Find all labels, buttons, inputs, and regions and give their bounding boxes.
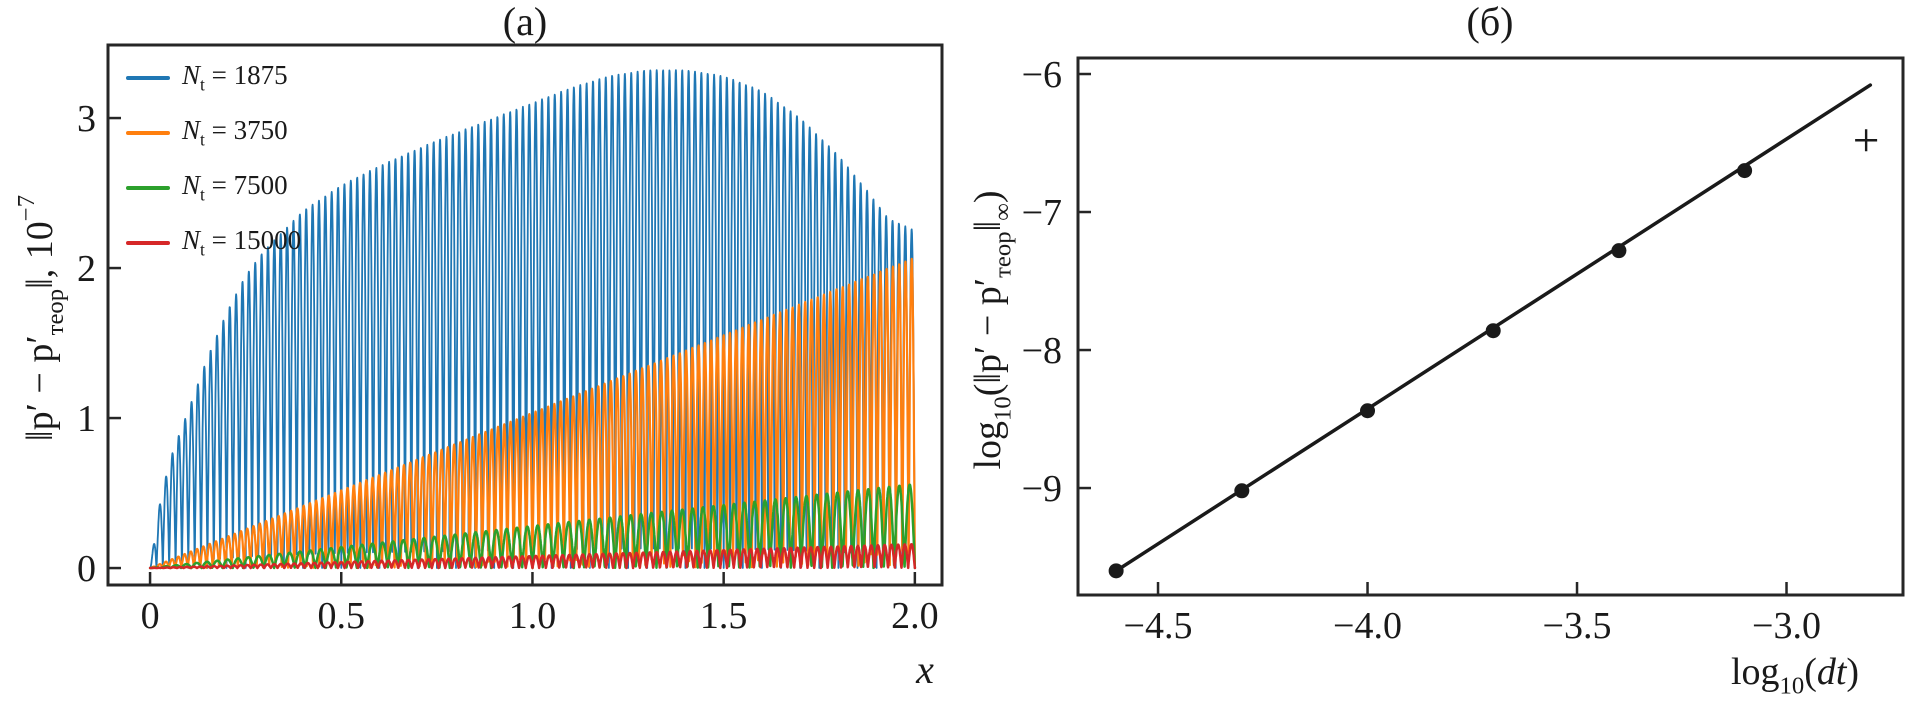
legend: Nt = 1875 Nt = 3750 Nt = 7500 Nt = 15000 [126, 50, 301, 270]
svg-text:2: 2 [77, 248, 96, 290]
svg-text:0.5: 0.5 [318, 595, 366, 637]
svg-text:−6: −6 [1022, 54, 1062, 96]
legend-item-nt-1875: Nt = 1875 [126, 50, 301, 105]
legend-line-swatch [126, 130, 170, 135]
svg-text:−4.5: −4.5 [1124, 605, 1193, 647]
legend-label: Nt = 3750 [182, 114, 288, 150]
svg-text:−8: −8 [1022, 330, 1062, 372]
data-point [1108, 563, 1124, 579]
legend-label: Nt = 7500 [182, 169, 288, 205]
svg-text:1: 1 [77, 398, 96, 440]
legend-label: Nt = 15000 [182, 224, 302, 260]
svg-text:2.0: 2.0 [891, 595, 939, 637]
legend-label: Nt = 1875 [182, 59, 288, 95]
panel-b-title: (б) [1466, 0, 1514, 44]
legend-line-swatch [126, 75, 170, 80]
legend-item-nt-7500: Nt = 7500 [126, 160, 301, 215]
svg-text:0: 0 [77, 548, 96, 590]
svg-text:−7: −7 [1022, 192, 1062, 234]
legend-item-nt-15000: Nt = 15000 [126, 215, 301, 270]
panel-a-xlabel: x [916, 647, 934, 692]
data-point [1234, 483, 1250, 499]
svg-text:−4.0: −4.0 [1333, 605, 1402, 647]
svg-text:3: 3 [77, 98, 96, 140]
svg-text:−3.0: −3.0 [1752, 605, 1821, 647]
legend-item-nt-3750: Nt = 3750 [126, 105, 301, 160]
svg-text:−3.5: −3.5 [1543, 605, 1612, 647]
panel-b-ylabel: log10(‖p′ − p′теор‖∞) [967, 190, 1017, 470]
data-point [1737, 163, 1753, 179]
svg-text:−9: −9 [1022, 468, 1062, 510]
data-point [1485, 323, 1501, 339]
panel-b-xlabel: log10(dt) [1730, 651, 1860, 700]
svg-text:1.5: 1.5 [700, 595, 748, 637]
legend-line-swatch [126, 185, 170, 190]
svg-text:1.0: 1.0 [509, 595, 557, 637]
panel-a-title: (a) [502, 0, 548, 44]
legend-line-swatch [126, 240, 170, 245]
svg-text:0: 0 [141, 595, 160, 637]
data-point [1611, 243, 1627, 259]
data-point [1360, 403, 1376, 419]
panel-a-ylabel: ‖p′ − p′теор‖, 10−7 [13, 194, 69, 442]
series-nt-15000 [148, 542, 917, 570]
